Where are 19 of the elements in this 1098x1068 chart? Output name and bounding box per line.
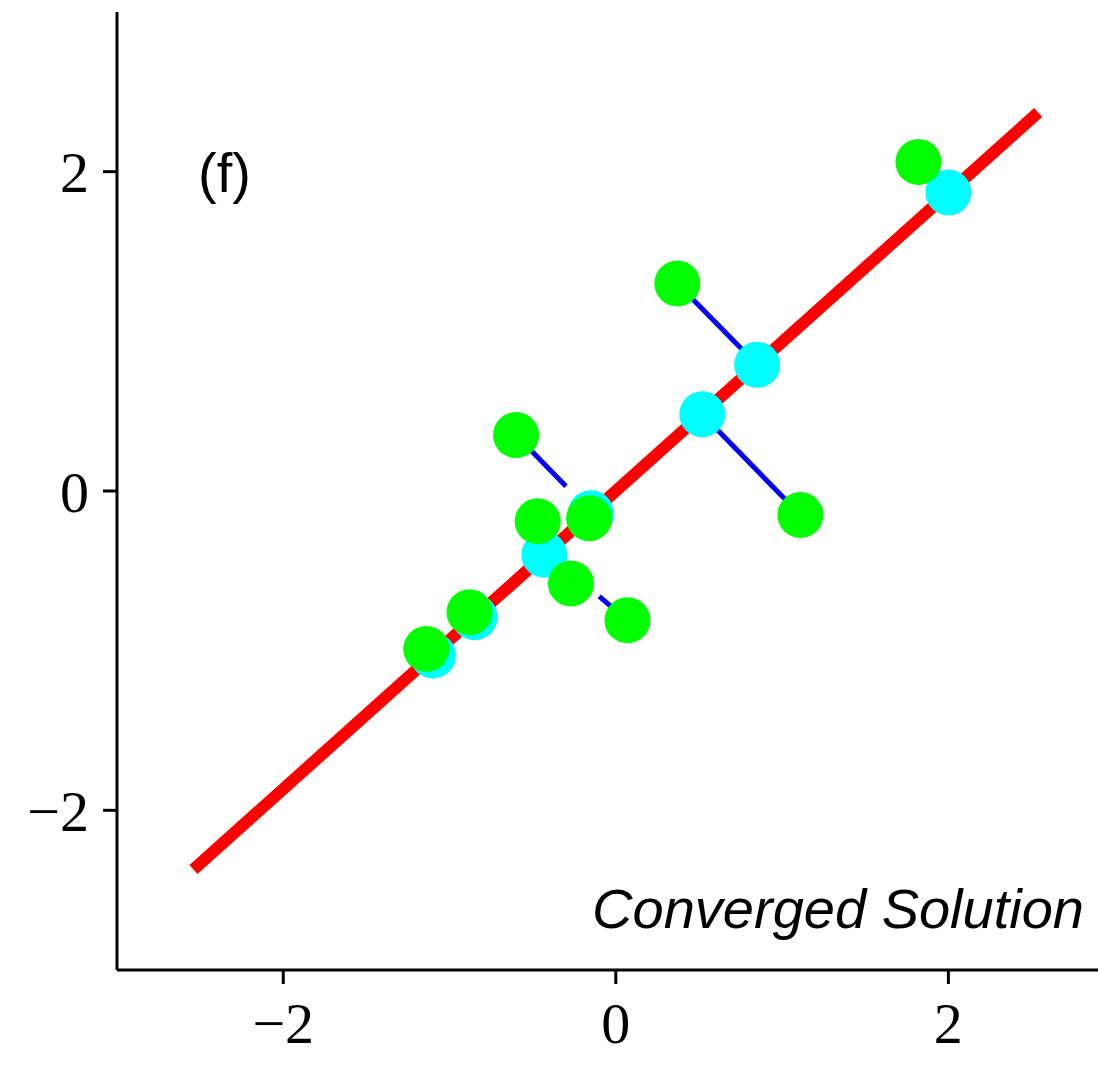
annotation: (f) [198,140,251,205]
y-tick-label: 0 [60,459,89,525]
point [679,391,726,438]
point [547,560,594,607]
point [925,169,972,216]
y-tick-label: −2 [27,778,89,844]
y-tick-label: 2 [60,140,89,206]
point [403,626,450,673]
annotation: Converged Solution [592,876,1084,941]
x-tick-label: 2 [933,991,963,1057]
point [654,260,701,307]
point [493,412,540,459]
point [604,597,651,644]
point [734,341,781,388]
x-tick-label: −2 [252,991,315,1057]
point [514,498,561,545]
point [777,491,824,538]
x-tick-label: 0 [601,991,631,1057]
point [895,139,942,186]
